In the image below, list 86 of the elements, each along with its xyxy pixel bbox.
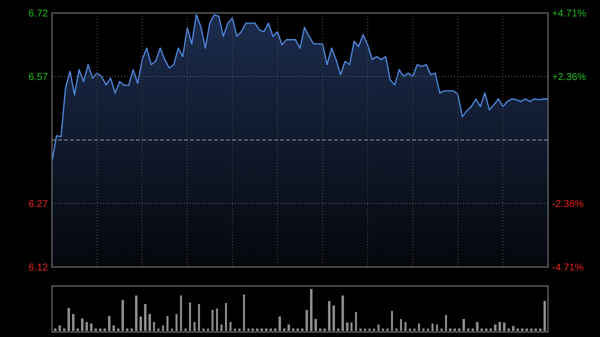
bar [516, 328, 519, 331]
bar [99, 328, 102, 331]
bar [346, 322, 348, 331]
y-tick-label: 6.57 [28, 72, 48, 83]
bar [319, 328, 322, 331]
bar [144, 304, 146, 331]
bar [274, 328, 276, 331]
bar [148, 314, 151, 331]
bar [68, 308, 70, 331]
bar [508, 328, 510, 331]
bar [480, 328, 483, 331]
y2-tick-label: -2.36% [552, 199, 584, 210]
bar [108, 316, 110, 331]
bar [260, 328, 263, 331]
bar [472, 328, 474, 331]
bar [324, 328, 326, 331]
bar [292, 328, 294, 331]
bar [252, 328, 254, 331]
bar [332, 305, 335, 331]
bar [310, 289, 312, 331]
bar [63, 328, 66, 331]
bar [140, 316, 142, 331]
bar [467, 328, 470, 331]
bar [193, 322, 196, 331]
bar [283, 328, 286, 331]
y2-tick-label: -4.71% [552, 262, 584, 274]
bar [521, 328, 524, 331]
bar [377, 324, 380, 331]
bar [135, 295, 138, 331]
bar [337, 328, 340, 331]
bar [94, 328, 97, 331]
y-tick-label: 6.12 [28, 262, 48, 274]
bar [539, 328, 542, 331]
bar [454, 328, 456, 331]
bar [462, 319, 465, 331]
bar [342, 296, 344, 331]
y-tick-label: 6.27 [28, 199, 48, 210]
bar [216, 308, 218, 331]
bar [490, 328, 492, 331]
bar [444, 315, 448, 331]
bar [198, 304, 200, 331]
bar [162, 326, 164, 331]
bar [534, 328, 537, 331]
bar [436, 324, 438, 331]
bar [530, 328, 532, 331]
bar [152, 322, 156, 331]
bar [296, 328, 299, 331]
bar [76, 328, 79, 331]
bar [476, 322, 478, 331]
bar [498, 322, 501, 331]
bar [117, 328, 120, 331]
bar [58, 326, 61, 331]
bar [112, 326, 115, 331]
y2-tick-label: +2.36% [552, 72, 586, 83]
bar [485, 328, 488, 331]
bar [220, 324, 223, 331]
bar [265, 328, 268, 331]
y-tick-label: 6.72 [28, 8, 48, 20]
bar [278, 316, 281, 331]
bar [288, 324, 290, 331]
y2-tick-label: +4.71% [552, 8, 586, 20]
bar [81, 318, 84, 331]
bar [458, 328, 460, 331]
bar [314, 318, 317, 331]
bar [270, 328, 272, 331]
bar [503, 322, 506, 331]
bar [526, 328, 528, 331]
bar [122, 300, 124, 331]
bar [306, 310, 308, 331]
bar [86, 322, 88, 331]
bar [104, 328, 106, 331]
bar [404, 322, 407, 331]
bar [328, 300, 330, 331]
bar [90, 323, 92, 331]
bar [544, 300, 546, 331]
bar [130, 328, 133, 331]
bar [126, 328, 128, 331]
bar [54, 328, 56, 331]
bar [494, 324, 496, 331]
bar [256, 328, 258, 331]
bar [449, 328, 452, 331]
bar [301, 328, 304, 331]
bar [180, 296, 182, 331]
bar [512, 326, 514, 331]
bar [350, 322, 353, 331]
bar [72, 314, 74, 331]
